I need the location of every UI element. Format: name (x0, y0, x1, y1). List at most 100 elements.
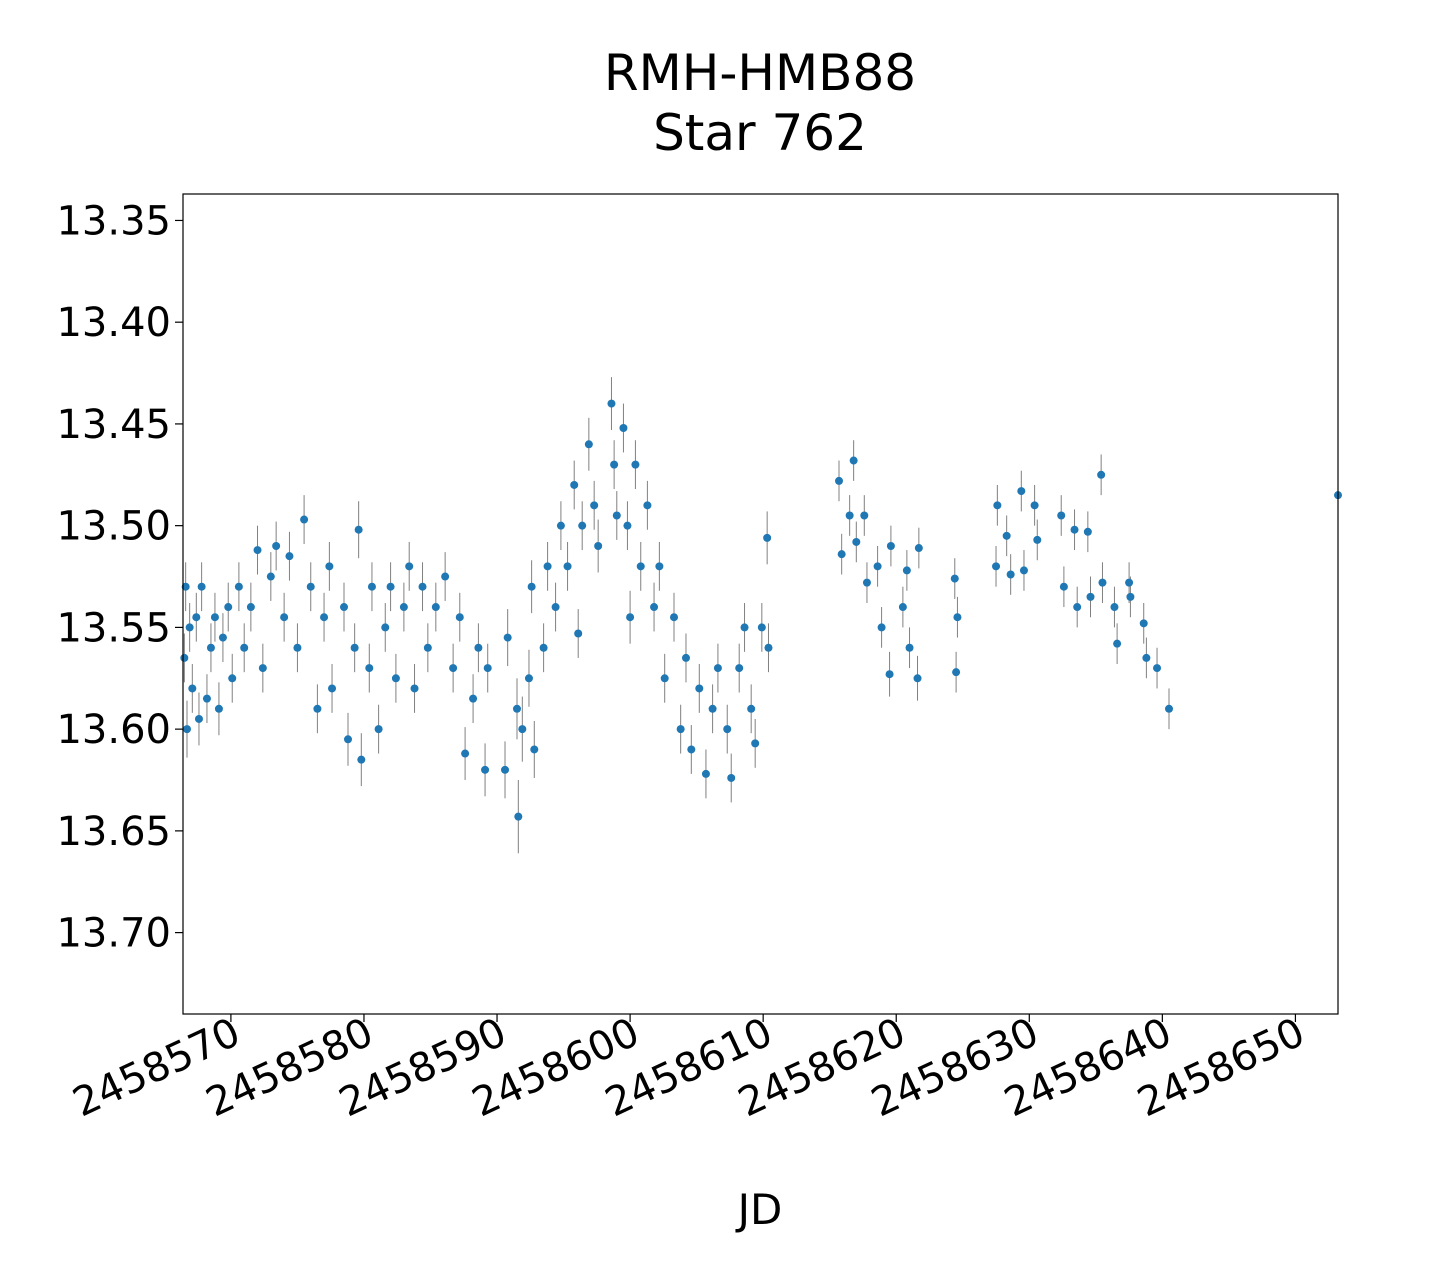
data-point (501, 765, 510, 774)
data-point (512, 704, 521, 713)
data-point (181, 582, 190, 591)
data-point (180, 653, 189, 662)
data-point (410, 684, 419, 693)
data-point (218, 633, 227, 642)
data-point (1002, 531, 1011, 540)
data-point (1059, 582, 1068, 591)
data-point (1126, 592, 1135, 601)
data-point (1019, 566, 1028, 575)
data-point (952, 668, 961, 677)
data-point (626, 613, 635, 622)
data-point (328, 684, 337, 693)
y-tick-label: 13.50 (56, 504, 171, 550)
data-point (357, 755, 366, 764)
data-point (224, 603, 233, 612)
data-point (1073, 603, 1082, 612)
y-tick-label: 13.55 (56, 605, 171, 651)
y-tick-label: 13.60 (56, 707, 171, 753)
data-point (950, 574, 959, 583)
y-tick-label: 13.45 (56, 402, 171, 448)
data-point (551, 603, 560, 612)
data-point (246, 603, 255, 612)
data-point (365, 664, 374, 673)
data-point (1097, 470, 1106, 479)
data-point (418, 582, 427, 591)
data-point (835, 476, 844, 485)
data-point (898, 603, 907, 612)
data-point (877, 623, 886, 632)
data-point (727, 773, 736, 782)
data-point (860, 511, 869, 520)
data-point (543, 562, 552, 571)
data-point (681, 653, 690, 662)
data-point (280, 613, 289, 622)
data-point (913, 674, 922, 683)
y-tick-label: 13.65 (56, 809, 171, 855)
data-point (623, 521, 632, 530)
data-point (518, 725, 527, 734)
data-point (740, 623, 749, 632)
chart-subtitle: Star 762 (653, 104, 867, 162)
data-point (1017, 487, 1026, 496)
data-point (1153, 664, 1162, 673)
data-point (670, 613, 679, 622)
data-point (701, 769, 710, 778)
data-point (590, 501, 599, 510)
data-point (713, 664, 722, 673)
data-point (405, 562, 414, 571)
data-point (325, 562, 334, 571)
data-point (687, 745, 696, 754)
data-point (381, 623, 390, 632)
data-point (272, 542, 281, 551)
data-point (483, 664, 492, 673)
data-point (202, 694, 211, 703)
data-point (992, 562, 1001, 571)
data-point (391, 674, 400, 683)
data-point (914, 544, 923, 553)
data-point (503, 633, 512, 642)
data-points (180, 399, 1342, 821)
data-point (1033, 535, 1042, 544)
data-point (313, 704, 322, 713)
data-point (514, 812, 523, 821)
data-point (285, 552, 294, 561)
data-point (194, 714, 203, 723)
data-point (539, 643, 548, 652)
data-point (837, 550, 846, 559)
data-point (747, 704, 756, 713)
data-point (905, 643, 914, 652)
data-point (300, 515, 309, 524)
data-point (192, 613, 201, 622)
data-point (594, 542, 603, 551)
data-point (461, 749, 470, 758)
data-point (386, 582, 395, 591)
data-point (953, 613, 962, 622)
data-point (206, 643, 215, 652)
data-point (612, 511, 621, 520)
data-point (399, 603, 408, 612)
data-point (234, 582, 243, 591)
data-point (885, 670, 894, 679)
data-point (902, 566, 911, 575)
data-point (474, 643, 483, 652)
data-point (993, 501, 1002, 510)
data-point (449, 664, 458, 673)
data-point (757, 623, 766, 632)
data-point (723, 725, 732, 734)
data-point (660, 674, 669, 683)
y-tick-label: 13.70 (56, 911, 171, 957)
data-point (610, 460, 619, 469)
data-point (1110, 603, 1119, 612)
error-bars (183, 377, 1339, 854)
data-point (197, 582, 206, 591)
data-point (266, 572, 275, 581)
data-point (886, 542, 895, 551)
data-point (185, 623, 194, 632)
data-point (708, 704, 717, 713)
data-point (1086, 592, 1095, 601)
data-point (1125, 578, 1134, 587)
data-point (182, 725, 191, 734)
data-point (1098, 578, 1107, 587)
data-point (530, 745, 539, 754)
data-point (524, 674, 533, 683)
